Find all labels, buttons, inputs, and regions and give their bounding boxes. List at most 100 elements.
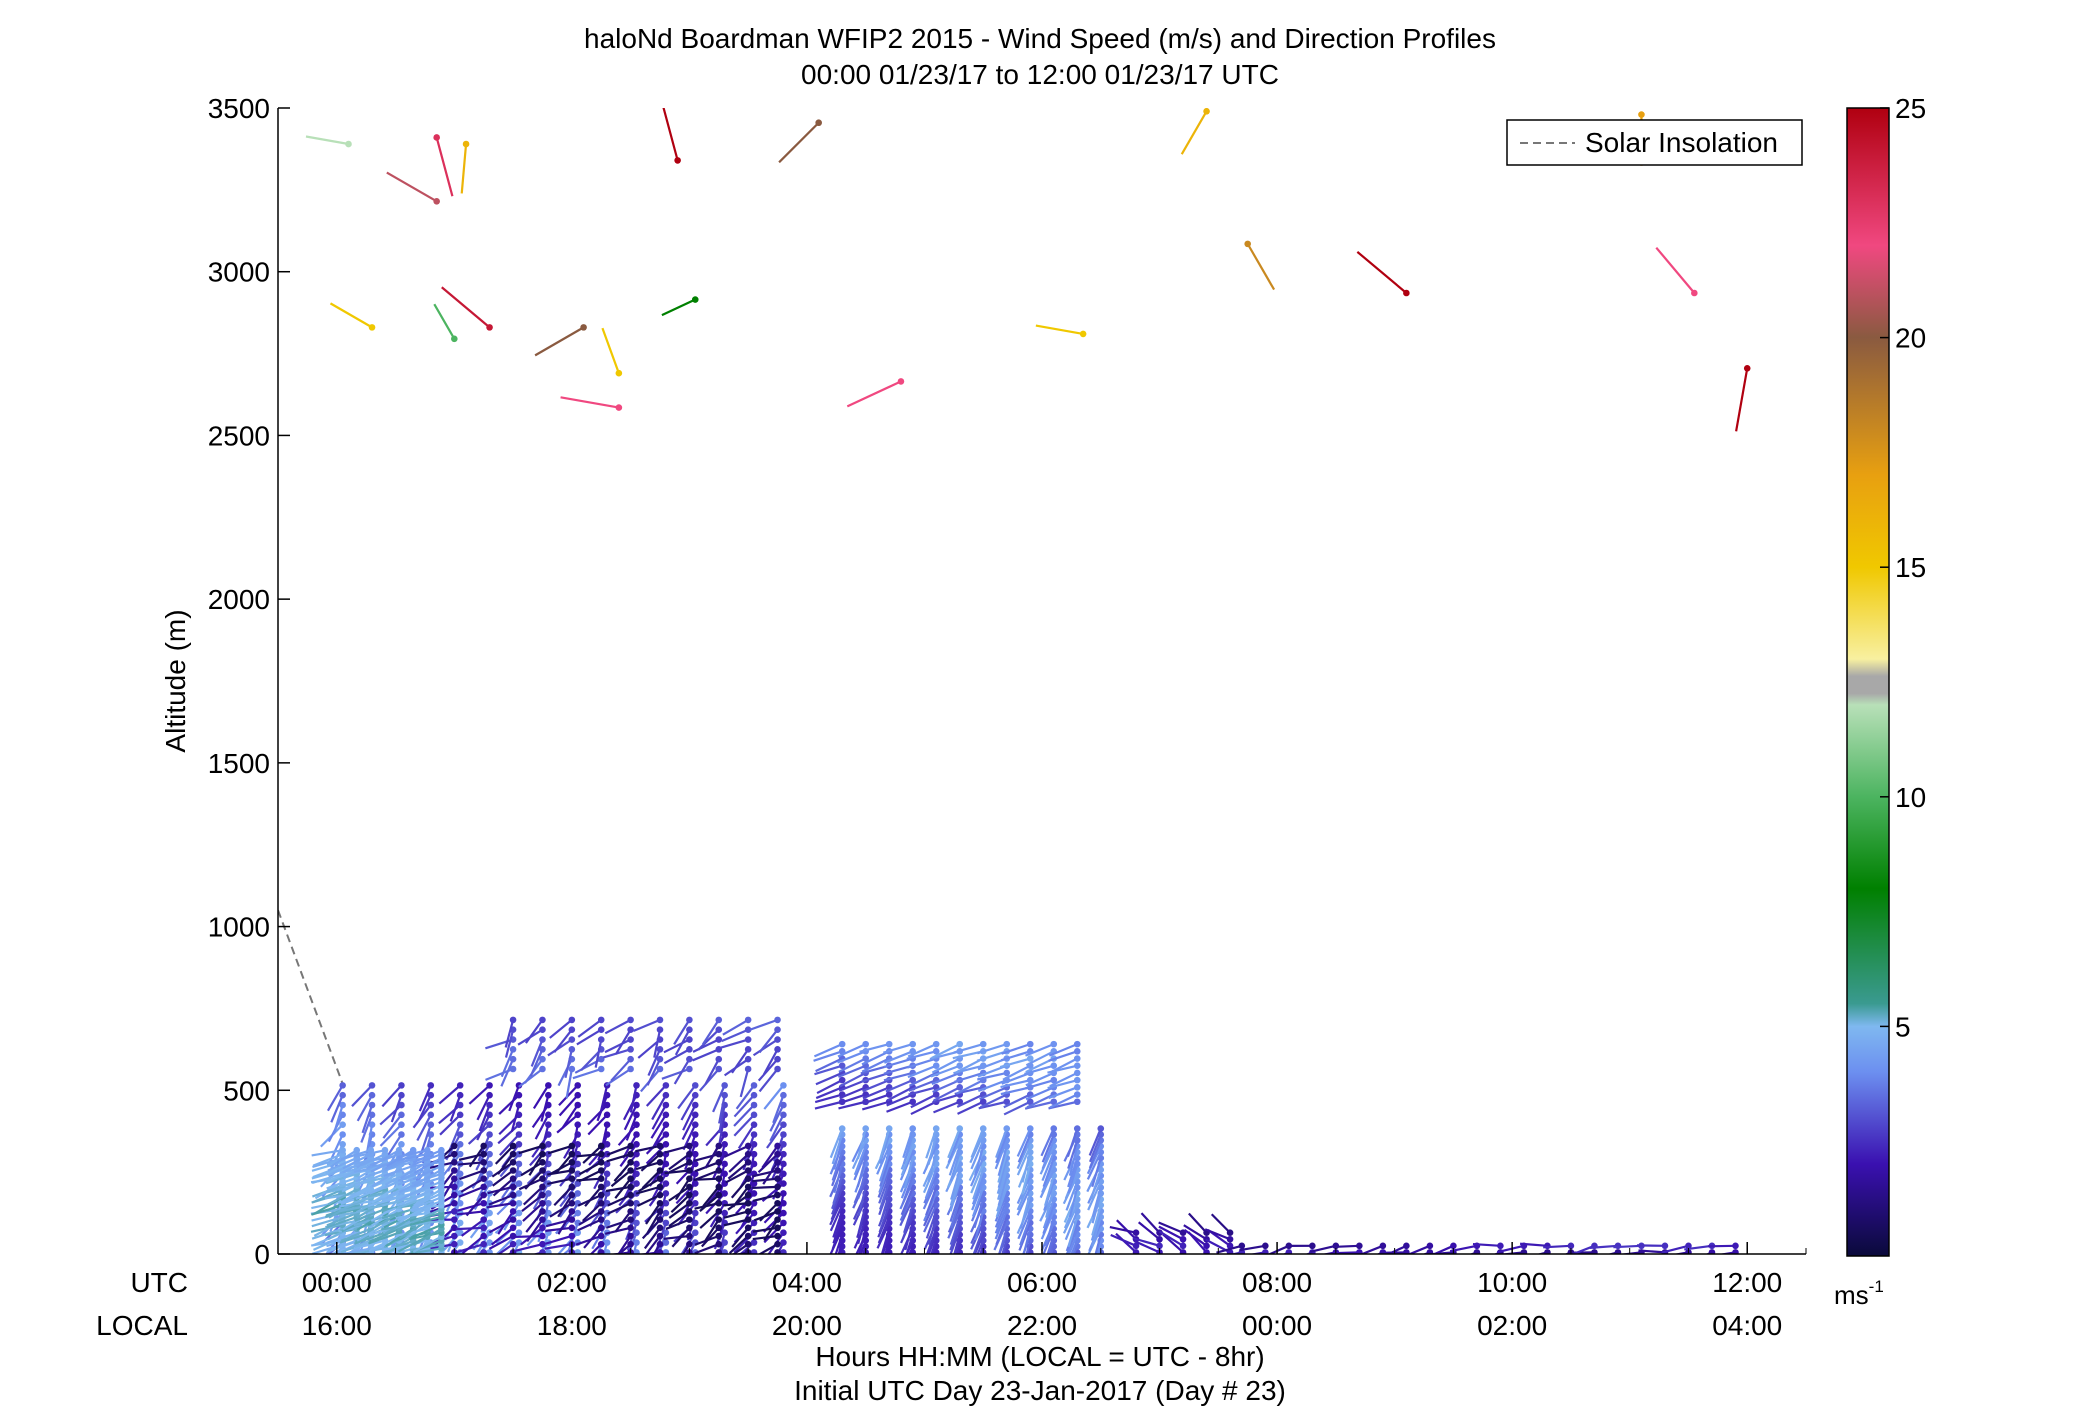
wind-barb [1025, 1086, 1055, 1101]
wind-barb [433, 303, 456, 340]
wind-barb-base [744, 1167, 752, 1174]
wind-barb [757, 1058, 779, 1082]
wind-barb-base [1426, 1242, 1434, 1250]
wind-barb-base [456, 1229, 464, 1237]
wind-barb [518, 1068, 544, 1088]
wind-barb [439, 1114, 461, 1136]
wind-barb-base [515, 1131, 523, 1138]
wind-barb-base [1685, 1242, 1692, 1250]
wind-barb-base [545, 1249, 552, 1254]
wind-barb-base [744, 1224, 752, 1232]
wind-barb-base [715, 1249, 723, 1254]
wind-barb [529, 1048, 544, 1077]
wind-barb [1140, 1212, 1161, 1234]
wind-barb [1016, 1187, 1032, 1216]
wind-barb-base [686, 1183, 693, 1191]
wind-barb-base [715, 1036, 723, 1043]
wind-barb [757, 1243, 779, 1254]
wind-barb [994, 1139, 1008, 1170]
wind-barb [390, 1094, 403, 1123]
wind-barb [814, 1093, 843, 1104]
wind-barb [1035, 324, 1084, 336]
wind-barb-base [1132, 1249, 1140, 1254]
wind-barb [829, 1204, 844, 1232]
wind-barb [739, 1068, 750, 1098]
wind-barb-base [398, 1101, 405, 1109]
wind-barb [587, 1104, 608, 1126]
wind-barb-base [539, 1249, 546, 1254]
wind-barb [601, 327, 620, 374]
wind-barb-base [568, 1016, 576, 1024]
wind-barb [412, 1192, 442, 1208]
wind-barb-base [774, 1159, 781, 1166]
wind-barb-base [451, 1191, 458, 1199]
wind-barb [1332, 1251, 1360, 1254]
wind-barb [1204, 1228, 1231, 1241]
wind-barb-base [627, 1224, 634, 1232]
wind-barb [371, 1184, 400, 1204]
wind-barb-base [398, 1141, 405, 1148]
wind-barb-base [509, 1142, 517, 1150]
wind-barb-base [774, 1224, 781, 1232]
wind-barb [497, 1210, 514, 1235]
wind-barb [528, 1153, 544, 1176]
wind-barb [324, 1192, 357, 1200]
wind-barb [581, 1202, 602, 1222]
wind-barb [1041, 1151, 1055, 1182]
wind-barb-base [633, 1082, 640, 1089]
wind-barb [758, 1068, 779, 1093]
wind-barb [532, 1084, 550, 1110]
wind-barb [1044, 1216, 1055, 1247]
wind-barb-base [627, 1055, 634, 1063]
wind-barb [859, 1043, 890, 1053]
wind-barb-base [721, 1131, 728, 1138]
wind-barb [500, 1048, 515, 1078]
wind-barb-base [486, 1170, 493, 1178]
colorbar-tick-label: 25 [1895, 93, 1926, 124]
wind-barb-base [574, 1160, 582, 1168]
wind-barb [947, 1210, 961, 1239]
y-tick-label: 2500 [208, 420, 270, 451]
wind-barb-base [480, 1199, 487, 1207]
wind-barb [1613, 1244, 1642, 1249]
wind-barb [1016, 1181, 1032, 1211]
wind-barb [882, 1043, 914, 1054]
wind-barb [311, 1215, 343, 1228]
wind-barb [1025, 1240, 1032, 1254]
wind-barb-base [539, 1150, 546, 1158]
wind-barb-base [662, 1209, 670, 1217]
wind-barb [555, 1153, 573, 1174]
wind-barb [486, 1251, 491, 1254]
wind-barb-base [509, 1159, 517, 1166]
wind-barb [997, 1175, 1008, 1206]
wind-barb [1708, 1244, 1736, 1248]
wind-barb-base [568, 1142, 576, 1150]
wind-barb [606, 1153, 631, 1163]
wind-barb [969, 1134, 985, 1164]
wind-barb [853, 1145, 867, 1176]
wind-barb-base [545, 1082, 552, 1089]
wind-barb [409, 1215, 442, 1227]
wind-barb-base [603, 1190, 611, 1197]
wind-barb [500, 1058, 515, 1087]
wind-barb [576, 1153, 602, 1158]
wind-barb [583, 1227, 603, 1249]
wind-barb-base [597, 1216, 605, 1223]
wind-barb [647, 1048, 662, 1077]
wind-barb [718, 1232, 726, 1254]
wind-barb [763, 1219, 779, 1242]
wind-barb [343, 1161, 372, 1180]
wind-barb [878, 1204, 891, 1233]
wind-barb [498, 1094, 520, 1115]
wind-barb [524, 1019, 544, 1044]
wind-barb-base [656, 1026, 664, 1034]
wind-barb [834, 1234, 844, 1254]
wind-barb [456, 1210, 484, 1216]
wind-barb [562, 1202, 579, 1230]
wind-barb [815, 1071, 843, 1086]
wind-barb-base [451, 1175, 458, 1182]
wind-barb [1045, 1187, 1055, 1218]
wind-barb-base [545, 1121, 552, 1128]
wind-barb [558, 1084, 579, 1106]
wind-barb-base [715, 1142, 723, 1150]
